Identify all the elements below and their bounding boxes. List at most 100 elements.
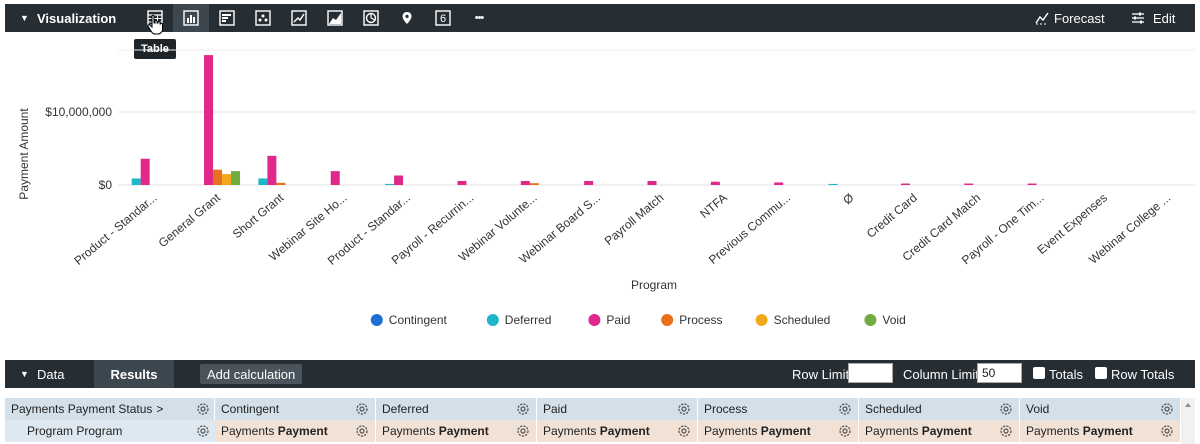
- forecast-label: Forecast: [1054, 10, 1105, 26]
- bar-paid[interactable]: [1027, 183, 1037, 185]
- bar-process[interactable]: [276, 182, 286, 185]
- pivot-column-label: Void: [1026, 402, 1050, 416]
- bar-deferred[interactable]: [131, 178, 141, 185]
- map-pin-icon[interactable]: [389, 4, 425, 32]
- legend-swatch: [370, 314, 383, 326]
- bar-deferred[interactable]: [385, 183, 395, 185]
- measure-column-header[interactable]: Payments Payment: [698, 420, 859, 442]
- pivot-column-header[interactable]: Scheduled: [859, 398, 1020, 420]
- bar-deferred[interactable]: [828, 183, 838, 185]
- bar-paid[interactable]: [267, 155, 277, 185]
- measure-column-header[interactable]: Payments Payment: [537, 420, 698, 442]
- gear-icon[interactable]: [1160, 402, 1174, 416]
- bar-paid[interactable]: [140, 158, 150, 185]
- gear-icon[interactable]: [677, 424, 691, 438]
- legend-label[interactable]: Paid: [606, 313, 630, 327]
- bar-paid[interactable]: [584, 180, 594, 185]
- forecast-icon: [1035, 12, 1049, 25]
- bar-process[interactable]: [529, 183, 539, 185]
- measure-column-header[interactable]: Payments Payment: [859, 420, 1020, 442]
- legend-label[interactable]: Process: [679, 313, 722, 327]
- single-value-icon[interactable]: 6: [425, 4, 461, 32]
- measure-field-label: Payment: [760, 424, 811, 438]
- measure-column-header[interactable]: Payments Payment: [376, 420, 537, 442]
- row-header-cell[interactable]: Program Program: [5, 420, 215, 442]
- measure-field-label: Payment: [1082, 424, 1133, 438]
- area-chart-icon[interactable]: [317, 4, 353, 32]
- add-calculation-button[interactable]: Add calculation: [200, 364, 303, 384]
- bar-paid[interactable]: [204, 55, 214, 185]
- totals-checkbox[interactable]: [1033, 367, 1045, 379]
- bar-chart-icon[interactable]: [173, 4, 209, 32]
- bar-process[interactable]: [213, 169, 223, 185]
- gear-icon[interactable]: [677, 402, 691, 416]
- measure-field-label: Payment: [438, 424, 489, 438]
- row-totals-checkbox[interactable]: [1095, 367, 1107, 379]
- measure-column-header[interactable]: Payments Payment: [1020, 420, 1181, 442]
- legend-label[interactable]: Scheduled: [774, 313, 831, 327]
- bar-paid[interactable]: [774, 182, 784, 185]
- x-tick-label: General Grant: [156, 190, 224, 250]
- bar-chart: $0 $10,000,000 Product - Standar...Genera…: [17, 49, 1195, 327]
- legend-label[interactable]: Contingent: [389, 313, 448, 327]
- pivot-header-cell[interactable]: Payments Payment Status >: [5, 398, 215, 420]
- gear-icon[interactable]: [999, 424, 1013, 438]
- vertical-scrollbar[interactable]: [1181, 398, 1195, 444]
- row-header-label: Program Program: [27, 424, 123, 438]
- pivot-column-header[interactable]: Void: [1020, 398, 1181, 420]
- column-limit-label: Column Limit: [903, 366, 979, 382]
- bar-paid[interactable]: [457, 180, 467, 185]
- y-tick-label: $0: [99, 178, 113, 192]
- line-chart-icon[interactable]: [281, 4, 317, 32]
- gear-icon[interactable]: [196, 424, 210, 438]
- gear-icon[interactable]: [838, 424, 852, 438]
- collapse-caret-icon[interactable]: ▼: [20, 13, 29, 23]
- legend-swatch: [588, 314, 601, 326]
- legend-swatch: [661, 314, 674, 326]
- bar-paid[interactable]: [964, 183, 974, 185]
- gear-icon[interactable]: [516, 402, 530, 416]
- bar-paid[interactable]: [520, 180, 530, 185]
- forecast-button[interactable]: Forecast: [1035, 4, 1105, 32]
- legend-label[interactable]: Deferred: [505, 313, 552, 327]
- horizontal-bar-icon[interactable]: [209, 4, 245, 32]
- pivot-column-header[interactable]: Process: [698, 398, 859, 420]
- edit-button[interactable]: Edit: [1131, 4, 1175, 32]
- column-limit-input[interactable]: [977, 363, 1022, 383]
- measure-view-label: Payments: [704, 424, 761, 438]
- pivot-column-header[interactable]: Contingent: [215, 398, 376, 420]
- pivot-column-header[interactable]: Paid: [537, 398, 698, 420]
- legend-label[interactable]: Void: [882, 313, 905, 327]
- legend-swatch: [486, 314, 499, 326]
- bar-paid[interactable]: [710, 181, 720, 185]
- pie-chart-icon[interactable]: [353, 4, 389, 32]
- bar-void[interactable]: [231, 171, 241, 185]
- pivot-column-header[interactable]: Deferred: [376, 398, 537, 420]
- bar-paid[interactable]: [394, 175, 404, 185]
- tab-results[interactable]: Results: [94, 360, 174, 388]
- bar-scheduled[interactable]: [222, 174, 232, 185]
- gear-icon[interactable]: [999, 402, 1013, 416]
- row-limit-input[interactable]: [848, 363, 893, 383]
- totals-label: Totals: [1049, 366, 1083, 382]
- gear-icon[interactable]: [355, 424, 369, 438]
- bar-paid[interactable]: [330, 171, 340, 185]
- bar-paid[interactable]: [900, 183, 910, 185]
- bar-paid[interactable]: [647, 180, 657, 185]
- gear-icon[interactable]: [516, 424, 530, 438]
- bar-deferred[interactable]: [258, 178, 268, 185]
- x-tick-label: Credit Card: [864, 191, 920, 241]
- measure-view-label: Payments: [543, 424, 600, 438]
- gear-icon[interactable]: [355, 402, 369, 416]
- measure-view-label: Payments: [221, 424, 278, 438]
- gear-icon[interactable]: [838, 402, 852, 416]
- collapse-caret-icon[interactable]: ▼: [20, 369, 29, 379]
- visualization-bar: ▼ Visualization 6 ••• Forecast Edit: [5, 4, 1195, 32]
- gear-icon[interactable]: [1160, 424, 1174, 438]
- x-tick-label: NTFA: [697, 191, 729, 221]
- more-icon[interactable]: •••: [474, 12, 485, 24]
- scatter-icon[interactable]: [245, 4, 281, 32]
- measure-column-header[interactable]: Payments Payment: [215, 420, 376, 442]
- pivot-column-label: Contingent: [221, 402, 280, 416]
- gear-icon[interactable]: [196, 402, 210, 416]
